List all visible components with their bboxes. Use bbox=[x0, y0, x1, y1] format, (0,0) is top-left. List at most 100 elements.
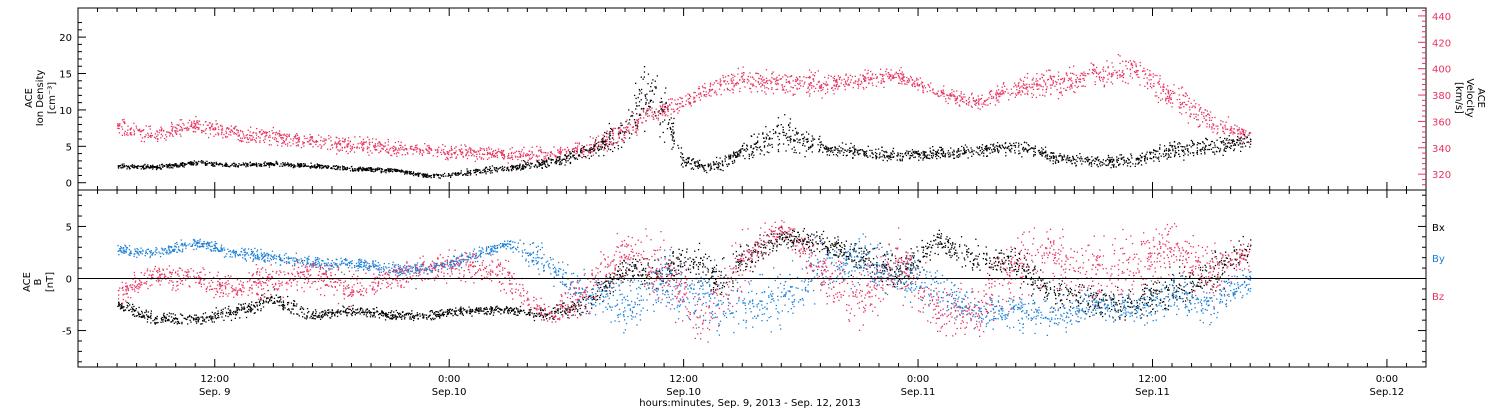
velocity-points-point bbox=[690, 95, 692, 98]
velocity-points-point bbox=[1137, 70, 1139, 72]
velocity-points-point bbox=[922, 86, 924, 88]
density-points-point bbox=[693, 162, 695, 164]
density-points-point bbox=[427, 176, 429, 178]
velocity-points-point bbox=[298, 136, 300, 139]
density-points-point bbox=[951, 151, 954, 153]
velocity-points-point bbox=[396, 155, 398, 157]
velocity-points-point bbox=[123, 118, 125, 121]
density-points-point bbox=[698, 164, 700, 166]
density-points-point bbox=[621, 124, 623, 126]
velocity-points-point bbox=[827, 77, 829, 79]
density-points-point bbox=[655, 87, 657, 89]
velocity-points-point bbox=[281, 142, 283, 145]
velocity-points-point bbox=[604, 141, 606, 143]
velocity-points-point bbox=[981, 94, 983, 96]
velocity-points-point bbox=[449, 157, 452, 159]
velocity-points-point bbox=[899, 73, 901, 75]
density-points-point bbox=[937, 155, 940, 157]
velocity-points-point bbox=[1242, 130, 1245, 132]
velocity-points-point bbox=[206, 124, 209, 126]
density-points-point bbox=[843, 151, 845, 154]
velocity-points-point bbox=[529, 158, 531, 160]
velocity-points-point bbox=[312, 146, 314, 148]
velocity-points-point bbox=[760, 86, 762, 88]
density-points-point bbox=[1109, 161, 1112, 163]
velocity-points-point bbox=[737, 67, 739, 70]
density-points-point bbox=[729, 158, 732, 160]
velocity-points-point bbox=[849, 74, 852, 76]
density-points-point bbox=[831, 150, 833, 152]
density-points-point bbox=[630, 115, 632, 117]
density-points-point bbox=[638, 114, 641, 116]
velocity-points-point bbox=[995, 98, 997, 100]
velocity-points-point bbox=[767, 88, 770, 90]
density-points-point bbox=[819, 148, 821, 151]
velocity-points-point bbox=[1206, 123, 1208, 125]
velocity-points-point bbox=[974, 103, 976, 105]
density-points-point bbox=[986, 147, 989, 149]
velocity-points-point bbox=[259, 141, 261, 144]
density-points-point bbox=[233, 162, 235, 164]
velocity-points-point bbox=[187, 129, 190, 131]
velocity-points-point bbox=[1210, 119, 1213, 121]
density-points-point bbox=[1033, 155, 1035, 157]
density-points-point bbox=[785, 137, 788, 139]
velocity-points-point bbox=[415, 145, 417, 147]
density-points-point bbox=[247, 165, 249, 167]
velocity-points-point bbox=[997, 93, 1000, 95]
density-points-point bbox=[1089, 158, 1091, 161]
velocity-points-point bbox=[742, 74, 745, 76]
density-points-point bbox=[357, 169, 359, 171]
velocity-points-point bbox=[1233, 128, 1235, 130]
velocity-points-point bbox=[361, 142, 363, 145]
velocity-points-point bbox=[613, 139, 615, 141]
velocity-points-point bbox=[214, 127, 216, 129]
density-points-point bbox=[917, 152, 919, 155]
density-points-point bbox=[1026, 150, 1028, 152]
velocity-points-point bbox=[680, 97, 682, 100]
velocity-points-point bbox=[694, 91, 696, 94]
density-points-point bbox=[930, 155, 933, 157]
density-points-point bbox=[997, 150, 999, 152]
velocity-points-point bbox=[1227, 139, 1229, 141]
velocity-points-point bbox=[388, 152, 390, 154]
velocity-points-point bbox=[459, 150, 461, 152]
density-points-point bbox=[187, 161, 189, 164]
velocity-points-point bbox=[349, 147, 352, 150]
velocity-points-point bbox=[632, 112, 634, 114]
velocity-points-point bbox=[288, 141, 291, 143]
velocity-points-point bbox=[1002, 83, 1004, 85]
density-points-point bbox=[1183, 151, 1185, 153]
density-points-point bbox=[1225, 147, 1227, 149]
velocity-points-point bbox=[672, 108, 675, 110]
velocity-points-point bbox=[306, 141, 309, 143]
velocity-points-point bbox=[732, 92, 734, 94]
velocity-points-point bbox=[671, 98, 673, 100]
density-points-point bbox=[782, 126, 784, 128]
velocity-points-point bbox=[709, 88, 711, 91]
velocity-points-point bbox=[958, 104, 960, 106]
velocity-points-point bbox=[382, 145, 385, 147]
velocity-points-point bbox=[880, 68, 882, 70]
velocity-points-point bbox=[523, 146, 525, 149]
velocity-points-point bbox=[826, 83, 829, 86]
velocity-points-point bbox=[576, 148, 578, 151]
velocity-points-point bbox=[139, 130, 141, 133]
velocity-points-point bbox=[1168, 95, 1171, 97]
velocity-points-point bbox=[595, 137, 597, 139]
velocity-points-point bbox=[1024, 93, 1026, 95]
velocity-points-point bbox=[775, 78, 777, 80]
density-points-point bbox=[652, 101, 654, 103]
density-points-point bbox=[496, 169, 498, 172]
density-points-point bbox=[548, 158, 550, 160]
velocity-points-point bbox=[1146, 77, 1148, 79]
velocity-points-point bbox=[383, 146, 385, 148]
velocity-points-point bbox=[688, 103, 690, 105]
density-points-point bbox=[147, 167, 149, 169]
velocity-points-point bbox=[265, 132, 267, 135]
density-points-point bbox=[726, 163, 728, 166]
velocity-points-point bbox=[1026, 86, 1029, 88]
density-points-point bbox=[300, 163, 303, 165]
density-points-point bbox=[242, 164, 245, 166]
velocity-points-point bbox=[624, 137, 627, 139]
